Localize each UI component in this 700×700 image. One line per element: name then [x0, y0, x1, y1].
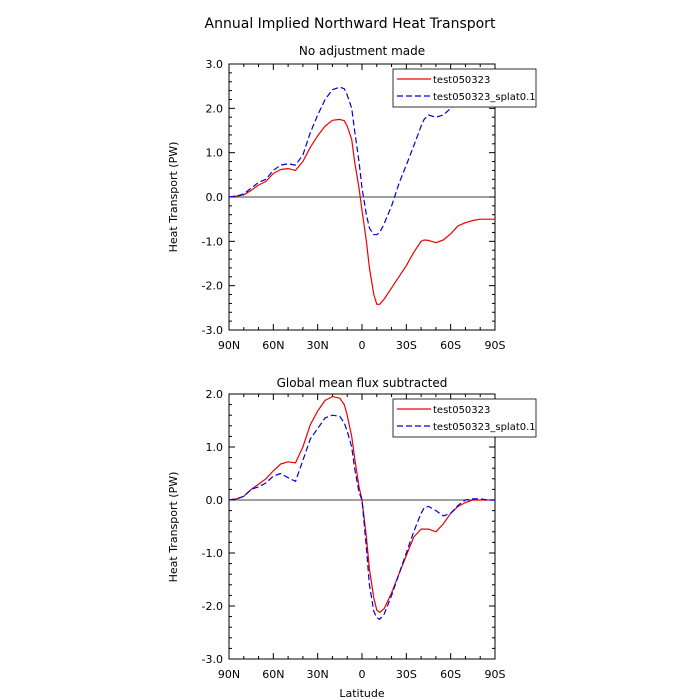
- legend-label: test050323: [433, 75, 490, 86]
- chart-title: No adjustment made: [299, 44, 425, 58]
- y-tick-label: 3.0: [206, 58, 224, 71]
- y-tick-label: 2.0: [206, 102, 224, 115]
- x-tick-label: 60N: [262, 339, 284, 352]
- y-tick-label: -2.0: [202, 280, 223, 293]
- y-axis-label: Heat Transport (PW): [167, 472, 180, 583]
- series-line-2: [228, 86, 495, 236]
- chart-title: Global mean flux subtracted: [277, 376, 448, 390]
- y-tick-label: 0.0: [206, 494, 224, 507]
- legend: test050323 test050323_splat0.1: [392, 398, 537, 438]
- page-title: Annual Implied Northward Heat Transport: [205, 16, 496, 32]
- series-line-1: [228, 118, 495, 305]
- x-tick-label: 90N: [218, 668, 240, 681]
- legend-label: test050323_splat0.1: [433, 422, 536, 433]
- legend-label: test050323_splat0.1: [433, 92, 536, 103]
- x-tick-label: 30N: [307, 339, 329, 352]
- y-tick-label: -3.0: [202, 653, 223, 666]
- x-tick-label: 0: [359, 339, 366, 352]
- x-tick-label: 60S: [440, 339, 461, 352]
- y-tick-label: -2.0: [202, 600, 223, 613]
- x-axis-label: Latitude: [339, 687, 385, 700]
- x-tick-label: 30S: [396, 339, 417, 352]
- y-tick-label: -3.0: [202, 324, 223, 337]
- legend: test050323 test050323_splat0.1: [392, 68, 537, 108]
- x-tick-label: 90N: [218, 339, 240, 352]
- legend-box: [392, 398, 537, 438]
- y-tick-label: 1.0: [206, 147, 224, 160]
- x-tick-label: 90S: [485, 668, 506, 681]
- chart-panel-top: No adjustment made Heat Transport (PW) -…: [167, 44, 537, 352]
- x-tick-label: 60S: [440, 668, 461, 681]
- x-tick-label: 30S: [396, 668, 417, 681]
- x-tick-label: 90S: [485, 339, 506, 352]
- y-tick-label: 0.0: [206, 191, 224, 204]
- x-tick-label: 0: [359, 668, 366, 681]
- y-tick-label: 1.0: [206, 441, 224, 454]
- y-tick-label: -1.0: [202, 235, 223, 248]
- legend-box: [392, 68, 537, 108]
- y-tick-label: 2.0: [206, 388, 224, 401]
- x-tick-label: 60N: [262, 668, 284, 681]
- y-tick-label: -1.0: [202, 547, 223, 560]
- plot-area: -3.0 -2.0 -1.0 0.0 1.0 2.0 3.0 90N 60N 30N 0 30S 60S…: [202, 58, 506, 352]
- y-axis-label: Heat Transport (PW): [167, 142, 180, 253]
- legend-label: test050323: [433, 405, 490, 416]
- series-line-2: [228, 414, 495, 620]
- chart-panel-bottom: Global mean flux subtracted Heat Transpo…: [167, 376, 537, 700]
- x-tick-label: 30N: [307, 668, 329, 681]
- series-line-1: [228, 396, 495, 614]
